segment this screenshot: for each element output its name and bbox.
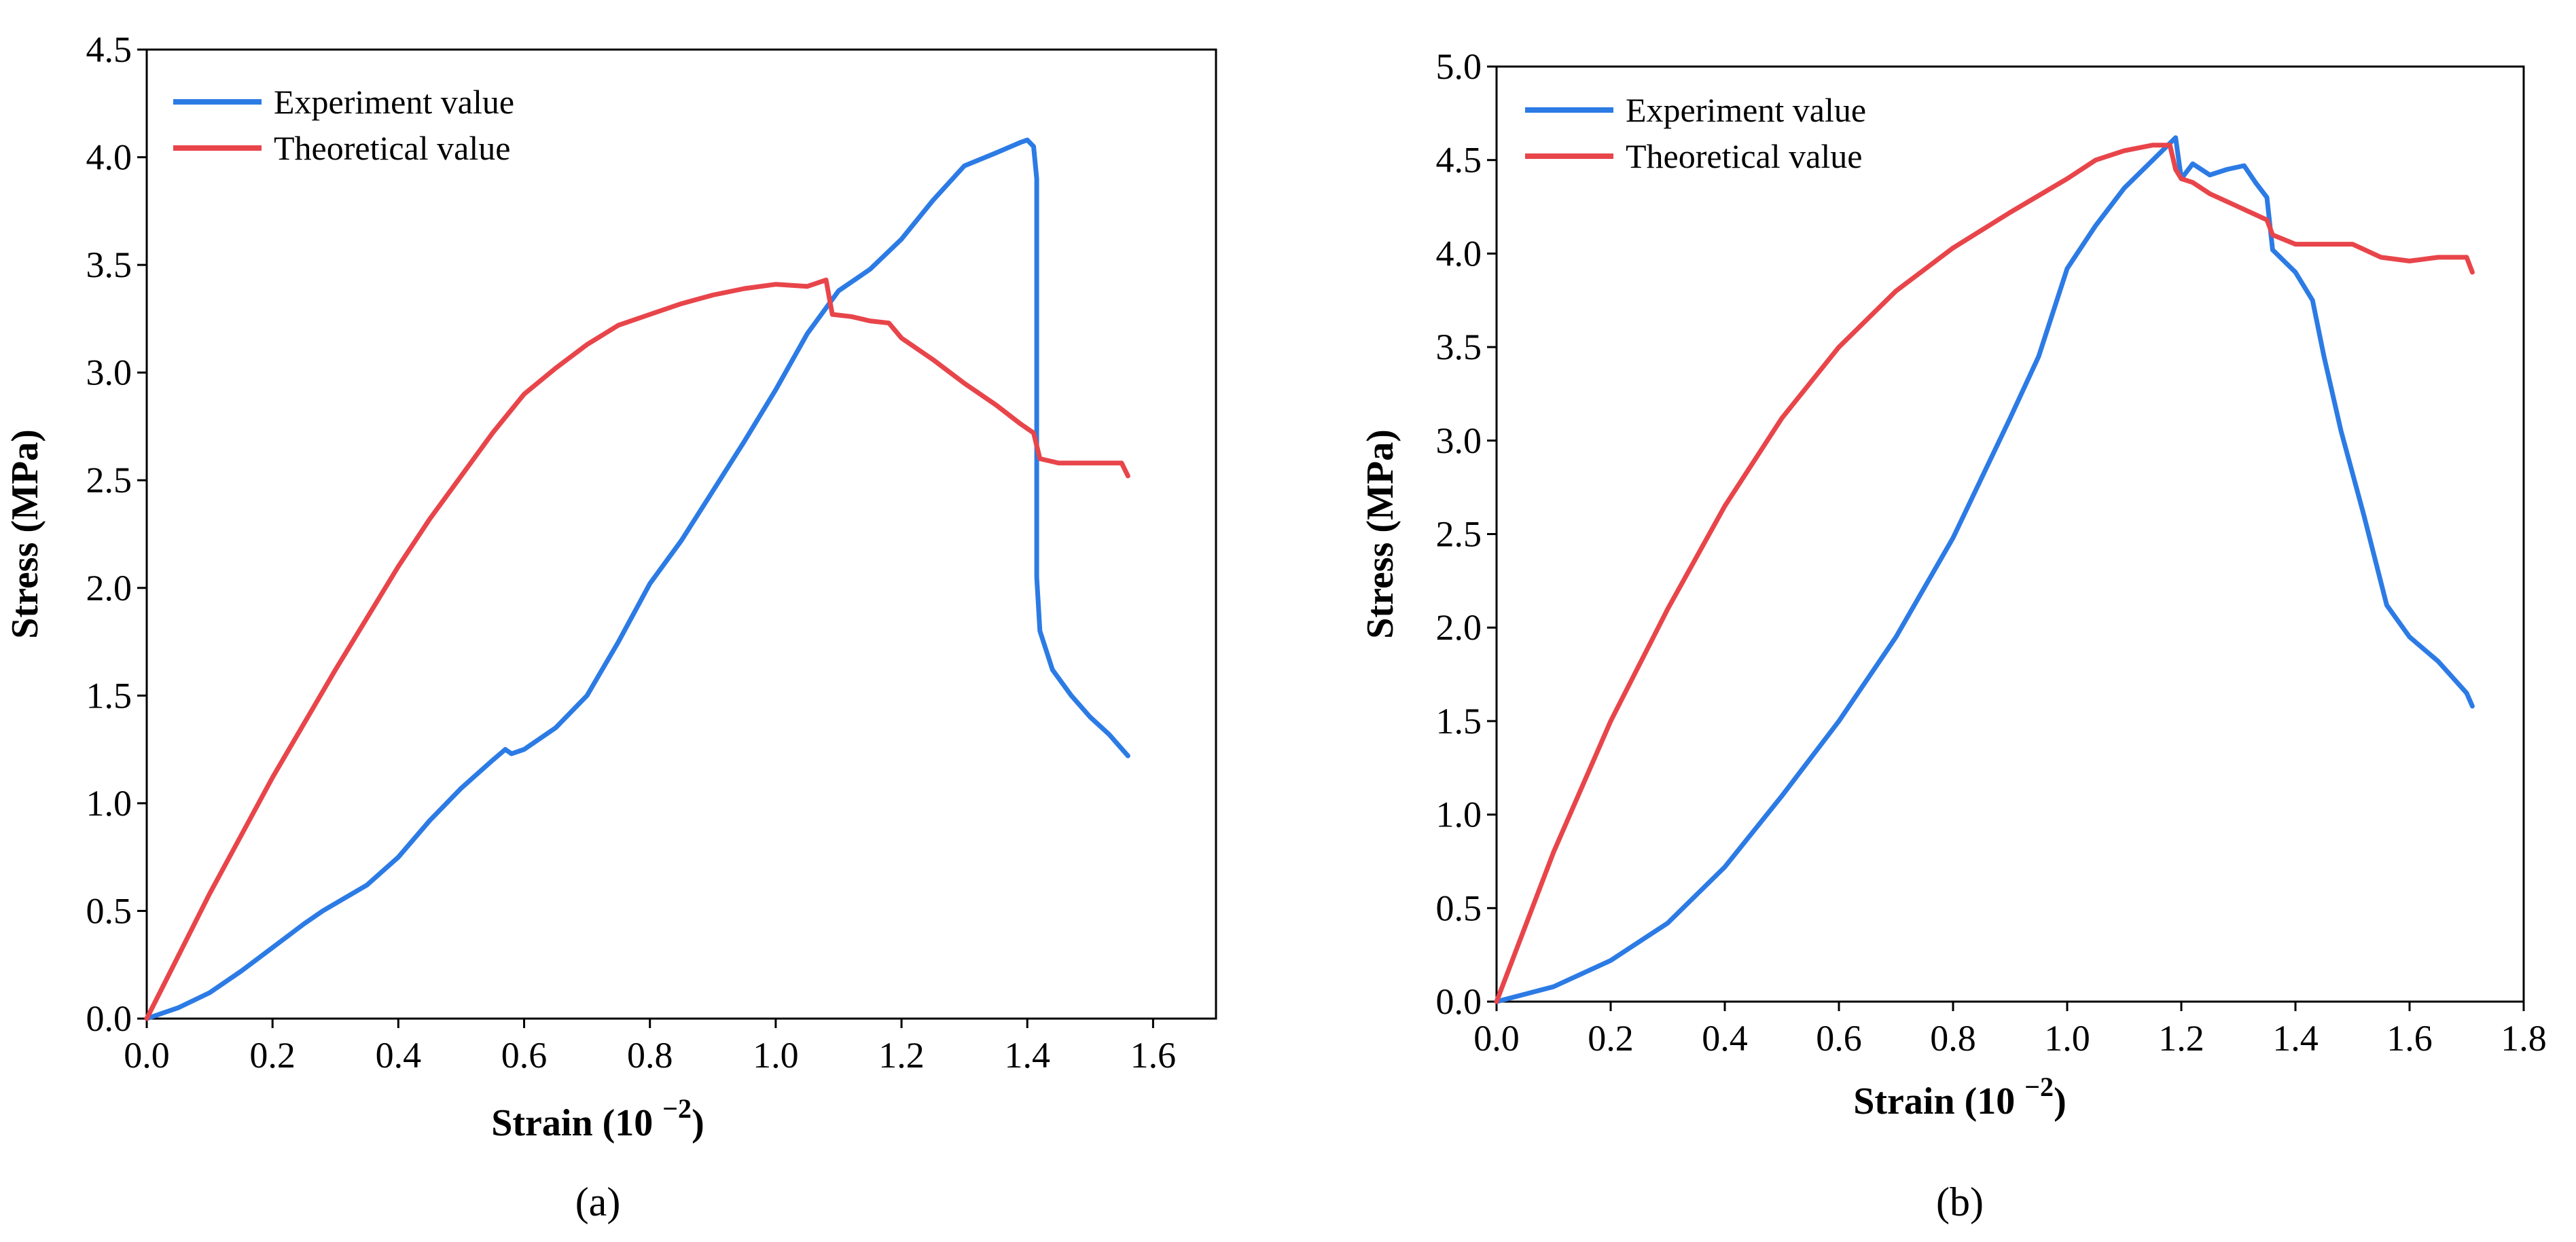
x-tick-label: 0.4: [1702, 1018, 1748, 1059]
legend-label: Theoretical value: [274, 129, 510, 167]
x-tick-label: 0.4: [376, 1035, 422, 1076]
y-tick-label: 1.5: [86, 675, 132, 716]
y-tick-label: 1.0: [1436, 794, 1482, 835]
x-tick-label: 0.8: [1930, 1018, 1976, 1059]
y-tick-label: 0.0: [86, 998, 132, 1039]
series-line-theoretical: [1494, 143, 2475, 1004]
x-tick-label: 1.4: [2272, 1018, 2319, 1059]
y-tick-label: 2.0: [86, 568, 132, 608]
series-line-theoretical: [144, 277, 1130, 1021]
x-tick-label: 0.6: [1816, 1018, 1862, 1059]
y-tick-label: 2.5: [86, 460, 132, 500]
legend-label: Theoretical value: [1626, 137, 1862, 175]
y-tick-label: 3.5: [86, 244, 132, 285]
y-tick-label: 4.5: [86, 29, 132, 70]
x-tick-label: 1.0: [2044, 1018, 2090, 1059]
x-tick-label: 0.2: [1588, 1018, 1634, 1059]
x-tick-label: 1.2: [2158, 1018, 2204, 1059]
x-tick-label: 1.6: [1130, 1035, 1177, 1076]
x-tick-label: 1.2: [878, 1035, 925, 1076]
x-tick-label: 0.0: [124, 1035, 170, 1076]
y-tick-label: 4.0: [1436, 233, 1482, 274]
y-tick-label: 5.0: [1436, 46, 1482, 87]
y-tick-label: 0.0: [1436, 981, 1482, 1022]
x-axis-title: Strain (10 −2): [1853, 1072, 2066, 1122]
chart-panel-a: 0.0 0.2 0.4 0.6 0.8 1.0 1.2 1.4 1.6 0.0 0.5 1.0 1.5 2…: [4, 29, 1217, 1224]
x-tick-label: 1.4: [1004, 1035, 1050, 1076]
x-tick-label: 0.8: [627, 1035, 673, 1076]
x-tick-label: 1.8: [2501, 1018, 2547, 1059]
x-tick-label: 1.0: [753, 1035, 799, 1076]
y-tick-label: 4.0: [86, 137, 132, 178]
y-tick-label: 4.5: [1436, 140, 1482, 181]
legend-label: Experiment value: [274, 83, 514, 121]
y-tick-label: 0.5: [1436, 888, 1482, 928]
y-axis-title: Stress (MPa): [1359, 429, 1401, 638]
y-tick-label: 3.0: [1436, 420, 1482, 461]
y-axis-title: Stress (MPa): [4, 429, 46, 638]
x-tick-label: 0.0: [1473, 1018, 1520, 1059]
chart-panel-b: 0.0 0.2 0.4 0.6 0.8 1.0 1.2 1.4 1.6 1.8 0.0 0.5 1.0 1…: [1359, 46, 2547, 1224]
y-tick-label: 1.5: [1436, 701, 1482, 742]
y-tick-label: 2.0: [1436, 607, 1482, 648]
y-tick-label: 3.5: [1436, 327, 1482, 367]
panel-label: (b): [1936, 1180, 1984, 1224]
series-line-experiment: [144, 137, 1130, 1021]
y-tick-label: 1.0: [86, 783, 132, 824]
y-tick-label: 3.0: [86, 352, 132, 393]
x-tick-label: 1.6: [2386, 1018, 2433, 1059]
x-tick-label: 0.6: [501, 1035, 548, 1076]
panel-label: (a): [575, 1180, 621, 1224]
legend-label: Experiment value: [1626, 91, 1866, 129]
y-tick-label: 2.5: [1436, 514, 1482, 555]
y-tick-label: 0.5: [86, 890, 132, 931]
x-axis-title: Strain (10 −2): [491, 1093, 704, 1144]
plot-frame: [145, 48, 1217, 1020]
series-line-experiment: [1494, 135, 2475, 1004]
x-tick-label: 0.2: [249, 1035, 296, 1076]
